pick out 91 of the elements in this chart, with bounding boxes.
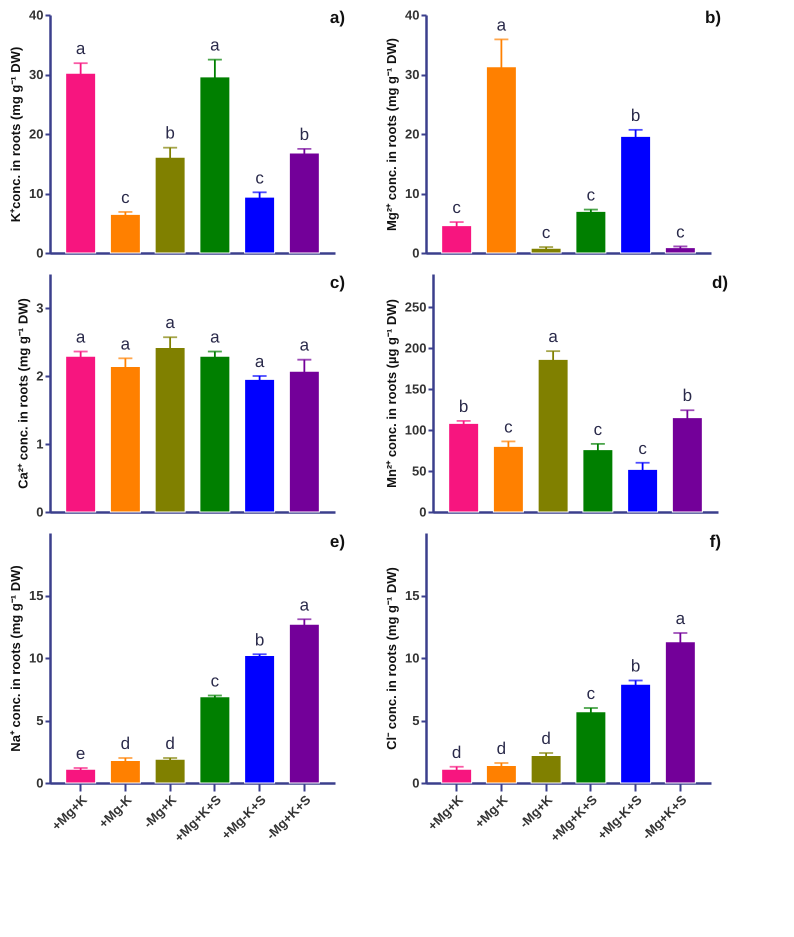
y-tick-label: 3 [36,300,44,316]
y-tick-label: 10 [405,650,420,666]
chart-title: a) [330,8,345,27]
chart-title: c) [330,273,345,292]
annotation: b [254,630,264,650]
annotation: d [120,734,130,753]
bar [441,225,472,254]
y-tick-label: 30 [405,67,420,82]
y-tick-label: 50 [412,463,426,478]
y-tick-label: 40 [29,8,44,22]
bar [199,696,230,784]
annotation: b [458,396,468,416]
y-tick-label: 20 [405,126,420,142]
annotation: c [594,420,603,439]
y-tick-label: 250 [404,299,426,314]
annotation: b [165,124,175,143]
y-tick-label: 200 [404,340,426,356]
bar [244,196,276,254]
annotation: d [496,739,506,758]
annotation: a [76,39,86,58]
annotation: c [542,223,551,242]
annotation: a [548,327,558,346]
annotation: a [165,313,176,332]
annotation: b [630,106,640,125]
bar [288,624,320,784]
y-tick-label: 150 [404,381,426,396]
y-tick-label: 5 [412,713,420,728]
annotation: d [541,729,551,748]
annotation: a [76,328,86,347]
y-axis-title: Mg²⁺ conc. in roots (mg g⁻¹ DW) [384,38,400,231]
bar [582,449,614,512]
annotation: b [300,124,310,144]
y-tick-label: 1 [36,436,44,452]
annotation: c [210,672,220,690]
y-tick-label: 10 [29,650,44,666]
bar [288,152,320,254]
y-tick-label: 0 [36,504,44,520]
y-tick-label: 10 [405,186,420,201]
y-tick-label: 5 [36,713,44,728]
y-tick-label: 2 [36,368,44,384]
annotation: d [165,734,175,753]
annotation: c [586,684,596,703]
y-tick-label: 20 [29,126,44,142]
annotation: c [121,188,130,207]
y-tick-label: 0 [36,246,44,260]
annotation: b [630,656,640,676]
annotation: e [76,744,86,763]
chart-title: d) [712,273,728,292]
bar [65,768,96,784]
y-axis-title: Na⁺ conc. in roots (mg g⁻¹ DW) [8,565,24,752]
annotation: a [210,36,220,55]
bar [620,684,652,784]
y-tick-label: 40 [405,8,420,22]
y-tick-label: 30 [29,67,44,82]
chart-title: f) [710,532,721,551]
y-axis-title: Ca²⁺ conc. in roots (mg g⁻¹ DW) [15,298,30,489]
annotation: a [254,352,265,371]
annotation: c [586,186,596,205]
y-tick-label: 0 [36,776,44,790]
y-axis-title: Cl⁻ conc. in roots (mg g⁻¹ DW) [384,567,400,750]
bar [199,356,230,512]
annotation: c [255,168,264,188]
bar [664,247,696,254]
annotation: a [676,609,686,628]
annotation: a [210,328,220,347]
y-axis-title: K⁺conc. in roots (mg g⁻¹ DW) [8,46,24,222]
chart-title: e) [330,532,345,551]
y-tick-label: 100 [404,422,426,438]
y-axis-title: Mn²⁺ conc. in roots (µg g⁻¹ DW) [384,299,399,488]
y-tick-label: 0 [419,504,426,520]
annotation: a [300,336,310,355]
annotation: c [638,438,648,458]
annotation: a [120,334,131,354]
bar [530,248,562,254]
y-tick-label: 10 [29,186,44,201]
annotation: a [496,15,507,34]
y-tick-label: 15 [405,588,420,603]
y-tick-label: 0 [412,776,420,790]
annotation: d [452,742,462,762]
bar [65,356,96,512]
y-tick-label: 15 [29,588,44,603]
annotation: c [676,222,686,242]
annotation: c [452,198,462,218]
annotation: c [504,417,514,436]
annotation: b [682,386,692,406]
bar [154,758,186,784]
bar [575,711,606,784]
bar [492,446,524,512]
chart-title: b) [704,8,721,27]
y-tick-label: 0 [412,246,420,260]
annotation: a [300,595,310,614]
